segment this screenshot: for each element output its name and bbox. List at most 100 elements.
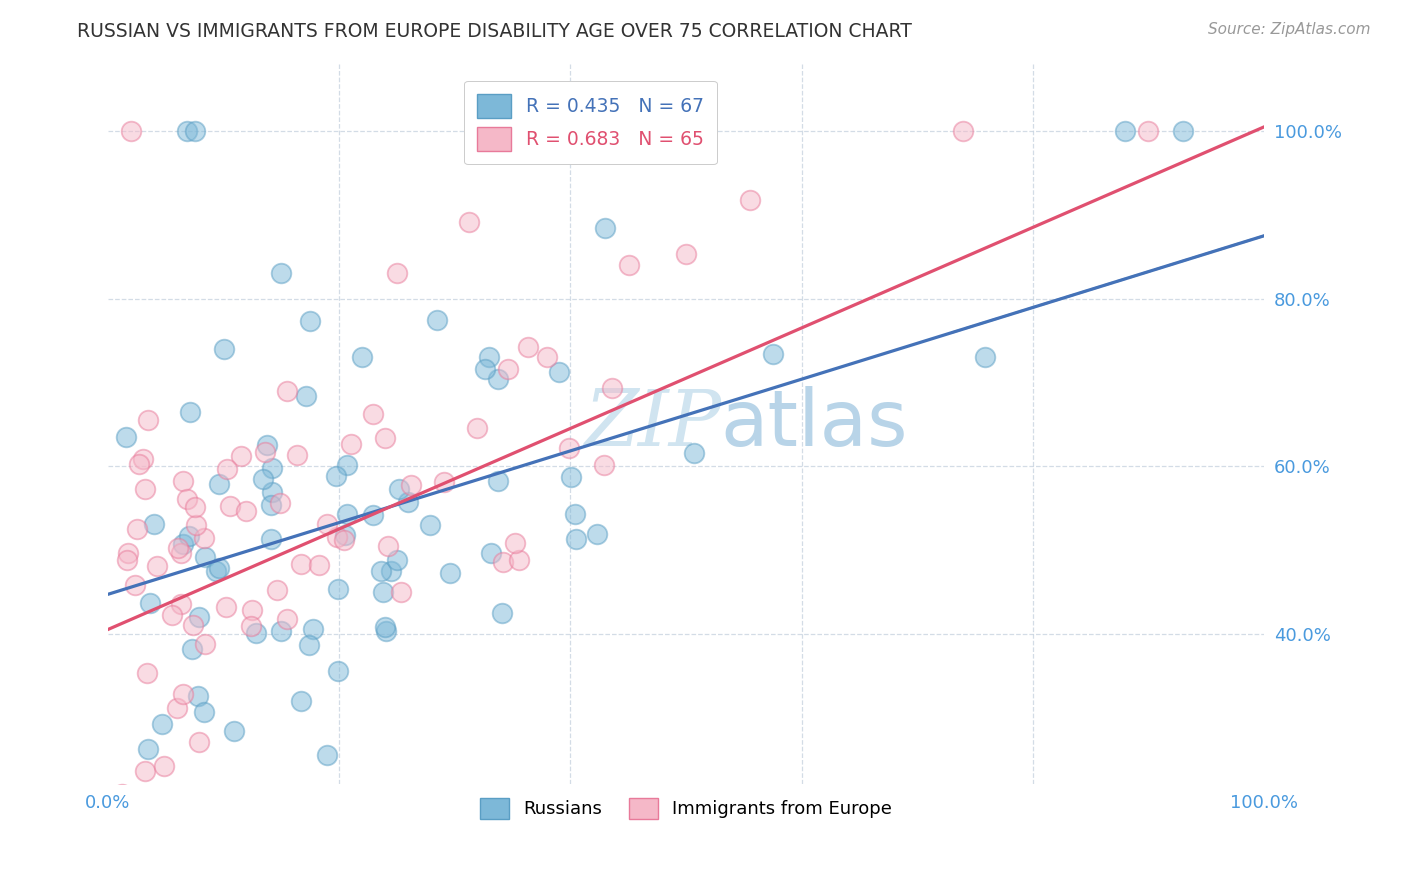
- Text: ZIP: ZIP: [583, 386, 721, 462]
- Point: [229, 449, 252, 463]
- Point: [193, 705, 215, 719]
- Point: [176, 124, 198, 138]
- Point: [593, 458, 616, 473]
- Point: [266, 583, 288, 598]
- Point: [426, 313, 449, 327]
- Point: [675, 246, 697, 260]
- Point: [301, 881, 323, 892]
- Point: [139, 596, 162, 610]
- Point: [316, 516, 339, 531]
- Text: Source: ZipAtlas.com: Source: ZipAtlas.com: [1208, 22, 1371, 37]
- Point: [160, 607, 183, 622]
- Point: [326, 664, 349, 678]
- Point: [385, 267, 408, 281]
- Point: [1114, 124, 1136, 138]
- Point: [496, 362, 519, 376]
- Point: [125, 522, 148, 536]
- Point: [285, 448, 308, 462]
- Point: [134, 764, 156, 778]
- Point: [124, 800, 146, 814]
- Point: [516, 340, 538, 354]
- Point: [153, 758, 176, 772]
- Point: [224, 723, 246, 738]
- Point: [256, 438, 278, 452]
- Point: [290, 693, 312, 707]
- Point: [373, 585, 395, 599]
- Point: [134, 483, 156, 497]
- Point: [295, 389, 318, 403]
- Point: [508, 124, 530, 138]
- Point: [205, 564, 228, 578]
- Point: [302, 622, 325, 636]
- Point: [336, 458, 359, 472]
- Point: [117, 552, 139, 566]
- Point: [336, 507, 359, 521]
- Point: [215, 462, 238, 476]
- Point: [128, 457, 150, 471]
- Point: [240, 619, 263, 633]
- Point: [208, 560, 231, 574]
- Point: [184, 518, 207, 533]
- Point: [333, 533, 356, 547]
- Point: [150, 716, 173, 731]
- Point: [388, 482, 411, 496]
- Point: [565, 532, 588, 546]
- Point: [172, 687, 194, 701]
- Point: [290, 557, 312, 571]
- Point: [120, 124, 142, 138]
- Point: [276, 612, 298, 626]
- Point: [219, 500, 242, 514]
- Point: [136, 412, 159, 426]
- Point: [585, 526, 607, 541]
- Point: [617, 258, 640, 272]
- Point: [254, 444, 277, 458]
- Point: [508, 553, 530, 567]
- Point: [124, 578, 146, 592]
- Point: [299, 314, 322, 328]
- Point: [389, 585, 412, 599]
- Point: [495, 124, 517, 138]
- Point: [166, 541, 188, 555]
- Point: [146, 559, 169, 574]
- Point: [117, 545, 139, 559]
- Point: [143, 516, 166, 531]
- Point: [188, 609, 211, 624]
- Point: [136, 666, 159, 681]
- Point: [433, 475, 456, 490]
- Point: [683, 446, 706, 460]
- Point: [465, 421, 488, 435]
- Point: [419, 518, 441, 533]
- Point: [401, 478, 423, 492]
- Point: [474, 361, 496, 376]
- Point: [179, 405, 201, 419]
- Point: [215, 599, 238, 614]
- Point: [503, 536, 526, 550]
- Point: [339, 436, 361, 450]
- Point: [326, 582, 349, 596]
- Point: [396, 495, 419, 509]
- Point: [208, 476, 231, 491]
- Point: [269, 496, 291, 510]
- Point: [548, 365, 571, 379]
- Point: [176, 491, 198, 506]
- Point: [187, 689, 209, 703]
- Point: [132, 452, 155, 467]
- Point: [212, 343, 235, 357]
- Point: [270, 624, 292, 638]
- Point: [298, 638, 321, 652]
- Point: [183, 124, 205, 138]
- Point: [370, 564, 392, 578]
- Point: [194, 637, 217, 651]
- Point: [352, 350, 374, 364]
- Point: [136, 742, 159, 756]
- Point: [111, 787, 134, 801]
- Point: [262, 461, 284, 475]
- Point: [235, 504, 257, 518]
- Point: [260, 532, 283, 546]
- Text: RUSSIAN VS IMMIGRANTS FROM EUROPE DISABILITY AGE OVER 75 CORRELATION CHART: RUSSIAN VS IMMIGRANTS FROM EUROPE DISABI…: [77, 22, 912, 41]
- Point: [486, 372, 509, 386]
- Point: [536, 350, 558, 364]
- Point: [172, 537, 194, 551]
- Point: [170, 597, 193, 611]
- Point: [316, 747, 339, 762]
